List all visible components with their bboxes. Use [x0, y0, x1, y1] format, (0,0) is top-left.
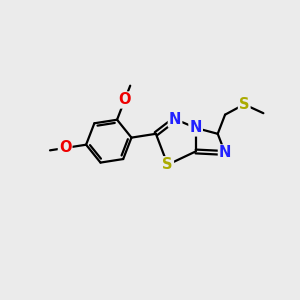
Text: S: S — [162, 157, 173, 172]
Text: S: S — [239, 97, 250, 112]
Text: O: O — [118, 92, 131, 107]
Text: N: N — [190, 120, 202, 135]
Text: N: N — [169, 112, 181, 127]
Text: O: O — [59, 140, 71, 155]
Text: N: N — [219, 146, 231, 160]
